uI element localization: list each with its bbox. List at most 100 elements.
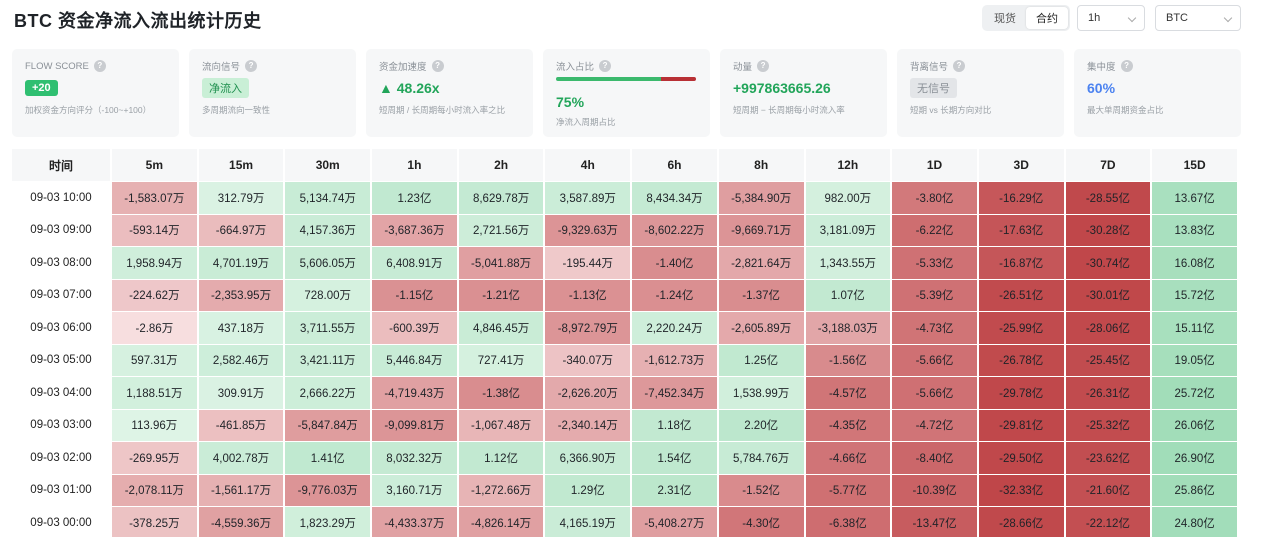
flow-cell: -16.87亿: [978, 247, 1064, 279]
flow-cell: 3,181.09万: [805, 214, 891, 246]
flow-cell: 4,846.45万: [458, 312, 544, 344]
symbol-select-value: BTC: [1166, 12, 1188, 24]
card-note: 短周期 / 长周期每小时流入率之比: [379, 105, 506, 115]
flow-cell: -5.77亿: [805, 474, 891, 506]
flow-cell: -1.56亿: [805, 344, 891, 376]
flow-cell: 15.72亿: [1152, 279, 1237, 311]
help-icon[interactable]: ?: [953, 60, 966, 72]
flow-cell: 728.00万: [285, 279, 371, 311]
flow-cell: -8,972.79万: [545, 312, 631, 344]
flow-cell: -3,687.36万: [372, 214, 457, 246]
flow-cell: 1.18亿: [632, 409, 717, 441]
column-header: 12h: [805, 149, 891, 181]
flow-cell: -1.38亿: [458, 377, 544, 409]
divergence-badge: 无信号: [910, 78, 957, 98]
flow-score-value: +20: [25, 80, 58, 96]
flow-cell: -29.81亿: [978, 409, 1064, 441]
flow-cell: 4,701.19万: [198, 247, 284, 279]
spot-tab[interactable]: 现货: [994, 13, 1016, 25]
flow-cell: 597.31万: [112, 344, 197, 376]
flow-cell: 25.72亿: [1152, 377, 1237, 409]
table-row: 09-03 01:00 -2,078.11万 -1,561.17万 -9,776.03…: [12, 474, 1237, 506]
flow-cell: -593.14万: [112, 214, 197, 246]
flow-cell: -5,847.84万: [285, 409, 371, 441]
flow-cell: -1,561.17万: [198, 474, 284, 506]
column-header: 30m: [285, 149, 371, 181]
flow-cell: -5.66亿: [892, 377, 977, 409]
help-icon[interactable]: ?: [599, 60, 612, 72]
table-row: 09-03 10:00 -1,583.07万 312.79万 5,134.74万 1.2…: [12, 182, 1237, 214]
flow-cell: 1,823.29万: [285, 507, 371, 537]
flow-cell: -1,612.73万: [632, 344, 717, 376]
card-label: 集中度: [1087, 62, 1116, 73]
flow-cell: -26.31亿: [1065, 377, 1151, 409]
table-row: 09-03 05:00 597.31万 2,582.46万 3,421.11万 5,44…: [12, 344, 1237, 376]
column-header: 7D: [1065, 149, 1151, 181]
column-header: 15D: [1152, 149, 1237, 181]
flow-cell: 8,032.32万: [372, 442, 457, 474]
flow-cell: 2.31亿: [632, 474, 717, 506]
flow-cell: -664.97万: [198, 214, 284, 246]
card-label: 资金加速度: [379, 62, 427, 73]
flow-cell: -10.39亿: [892, 474, 977, 506]
table-row: 09-03 04:00 1,188.51万 309.91万 2,666.22万 -4,7…: [12, 377, 1237, 409]
flow-cell: -1.21亿: [458, 279, 544, 311]
interval-select[interactable]: 1h: [1077, 5, 1145, 31]
flow-cell: 5,784.76万: [718, 442, 804, 474]
help-icon[interactable]: ?: [1120, 60, 1133, 72]
flow-cell: 3,711.55万: [285, 312, 371, 344]
help-icon[interactable]: ?: [93, 60, 106, 72]
help-icon[interactable]: ?: [757, 60, 770, 72]
flow-cell: -9,329.63万: [545, 214, 631, 246]
help-icon[interactable]: ?: [431, 60, 444, 72]
flow-cell: -25.45亿: [1065, 344, 1151, 376]
flow-cell: -9,669.71万: [718, 214, 804, 246]
table-row: 09-03 00:00 -378.25万 -4,559.36万 1,823.29万 -4…: [12, 507, 1237, 537]
flow-cell: -29.78亿: [978, 377, 1064, 409]
futures-tab[interactable]: 合约: [1026, 7, 1068, 29]
flow-cell: -461.85万: [198, 409, 284, 441]
flow-cell: -4.72亿: [892, 409, 977, 441]
flow-cell: 6,408.91万: [372, 247, 457, 279]
flow-cell: -29.50亿: [978, 442, 1064, 474]
card-label: 流向信号: [202, 62, 241, 73]
table-row: 09-03 06:00 -2.86万 437.18万 3,711.55万 -600.39…: [12, 312, 1237, 344]
chevron-down-icon: [1127, 13, 1137, 23]
flow-signal-badge: 净流入: [202, 78, 249, 98]
flow-cell: 5,446.84万: [372, 344, 457, 376]
flow-cell: -378.25万: [112, 507, 197, 537]
flow-cell: -195.44万: [545, 247, 631, 279]
flow-cell: -7,452.34万: [632, 377, 717, 409]
flow-cell: -1,583.07万: [112, 182, 197, 214]
flow-cell: -5.33亿: [892, 247, 977, 279]
help-icon[interactable]: ?: [245, 60, 258, 72]
column-header: 2h: [458, 149, 544, 181]
market-toggle: 现货 合约: [982, 5, 1070, 31]
flow-cell: 1.29亿: [545, 474, 631, 506]
flow-cell: 437.18万: [198, 312, 284, 344]
flow-cell: -2,078.11万: [112, 474, 197, 506]
card-note: 短期 vs 长期方向对比: [910, 105, 992, 115]
flow-cell: -4,826.14万: [458, 507, 544, 537]
symbol-select[interactable]: BTC: [1155, 5, 1241, 31]
metric-cards: FLOW SCORE? +20 加权资金方向评分（-100~+100） 流向信号…: [12, 49, 1241, 137]
flow-cell: -16.29亿: [978, 182, 1064, 214]
flow-history-table: 时间 5m 15m 30m 1h 2h 4h 6h 8h 12h 1D 3D 7D 15D 09-03 1…: [12, 148, 1241, 537]
flow-cell: -2,605.89万: [718, 312, 804, 344]
divergence-card: 背离信号? 无信号 短期 vs 长期方向对比: [897, 49, 1064, 137]
inflow-ratio-value: 75%: [556, 94, 585, 110]
flow-cell: 1.23亿: [372, 182, 457, 214]
flow-cell: 4,165.19万: [545, 507, 631, 537]
flow-cell: 2,220.24万: [632, 312, 717, 344]
table-row: 09-03 08:00 1,958.94万 4,701.19万 5,606.05万 6,…: [12, 247, 1237, 279]
flow-cell: -3.80亿: [892, 182, 977, 214]
flow-score-card: FLOW SCORE? +20 加权资金方向评分（-100~+100）: [12, 49, 179, 137]
flow-cell: -4,719.43万: [372, 377, 457, 409]
flow-cell: -4,433.37万: [372, 507, 457, 537]
table-row: 09-03 02:00 -269.95万 4,002.78万 1.41亿 8,032.3…: [12, 442, 1237, 474]
flow-cell: -5,384.90万: [718, 182, 804, 214]
flow-cell: -13.47亿: [892, 507, 977, 537]
flow-cell: -224.62万: [112, 279, 197, 311]
flow-cell: -30.01亿: [1065, 279, 1151, 311]
flow-cell: 2,721.56万: [458, 214, 544, 246]
